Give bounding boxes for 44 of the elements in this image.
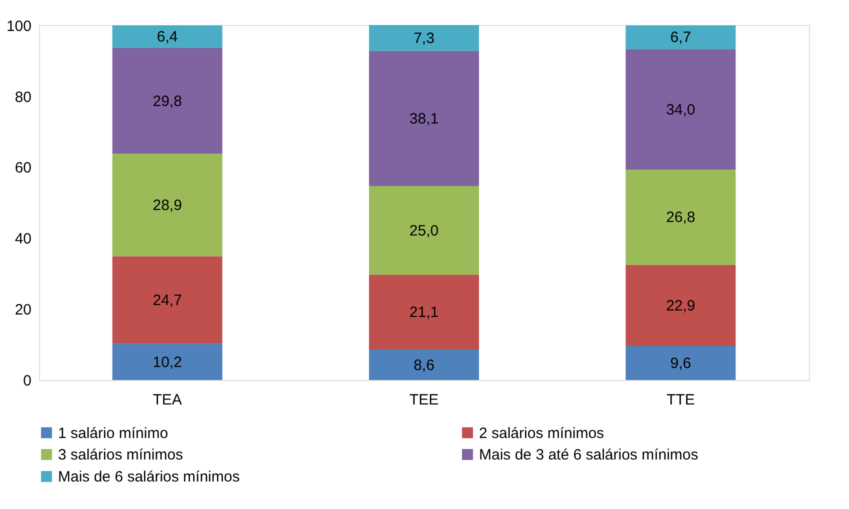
- bar: [369, 50, 479, 186]
- bar: [112, 25, 222, 48]
- bar: [626, 170, 736, 265]
- data-label: 25,0: [409, 222, 439, 240]
- bar: [369, 350, 479, 380]
- bar: [626, 49, 736, 170]
- bar: [369, 186, 479, 275]
- data-label: 7,3: [414, 30, 434, 47]
- bar: [626, 346, 736, 380]
- x-tick-label: TEE: [409, 392, 439, 408]
- data-label: 6,7: [670, 29, 692, 46]
- y-tick-label: 0: [23, 372, 32, 390]
- y-tick-label: 20: [14, 302, 32, 319]
- legend-label: Mais de 6 salários mínimos: [58, 468, 240, 486]
- data-label: 38,1: [409, 110, 439, 128]
- data-label: 24,7: [152, 292, 182, 310]
- legend-label: Mais de 3 até 6 salários mínimos: [479, 446, 698, 464]
- x-tick-label: TEA: [152, 392, 182, 408]
- data-label: 29,8: [152, 92, 182, 110]
- data-label: 10,2: [152, 354, 182, 371]
- bar: [626, 25, 736, 50]
- bar: [112, 48, 222, 154]
- x-tick-label: TTE: [666, 392, 695, 408]
- bar: [112, 256, 222, 344]
- data-label: 8,6: [414, 356, 434, 374]
- legend-label: 2 salários mínimos: [479, 424, 604, 442]
- bar: [369, 25, 479, 51]
- bar: [112, 344, 222, 380]
- data-label: 22,9: [666, 297, 696, 314]
- legend-label: 3 salários mínimos: [58, 446, 184, 464]
- data-label: 26,8: [666, 209, 696, 226]
- bar: [626, 264, 736, 346]
- data-label: 34,0: [666, 101, 696, 118]
- legend-label: 1 salário mínimo: [58, 424, 168, 442]
- data-label: 28,9: [152, 196, 182, 214]
- bar: [112, 154, 222, 256]
- y-tick-label: 60: [14, 160, 32, 177]
- y-tick-label: 100: [6, 18, 32, 35]
- y-tick-label: 40: [14, 230, 32, 248]
- data-label: 21,1: [409, 304, 439, 322]
- bar: [369, 274, 479, 350]
- data-label: 6,4: [156, 28, 178, 46]
- data-label: 9,6: [670, 354, 692, 372]
- y-tick-label: 80: [14, 88, 32, 106]
